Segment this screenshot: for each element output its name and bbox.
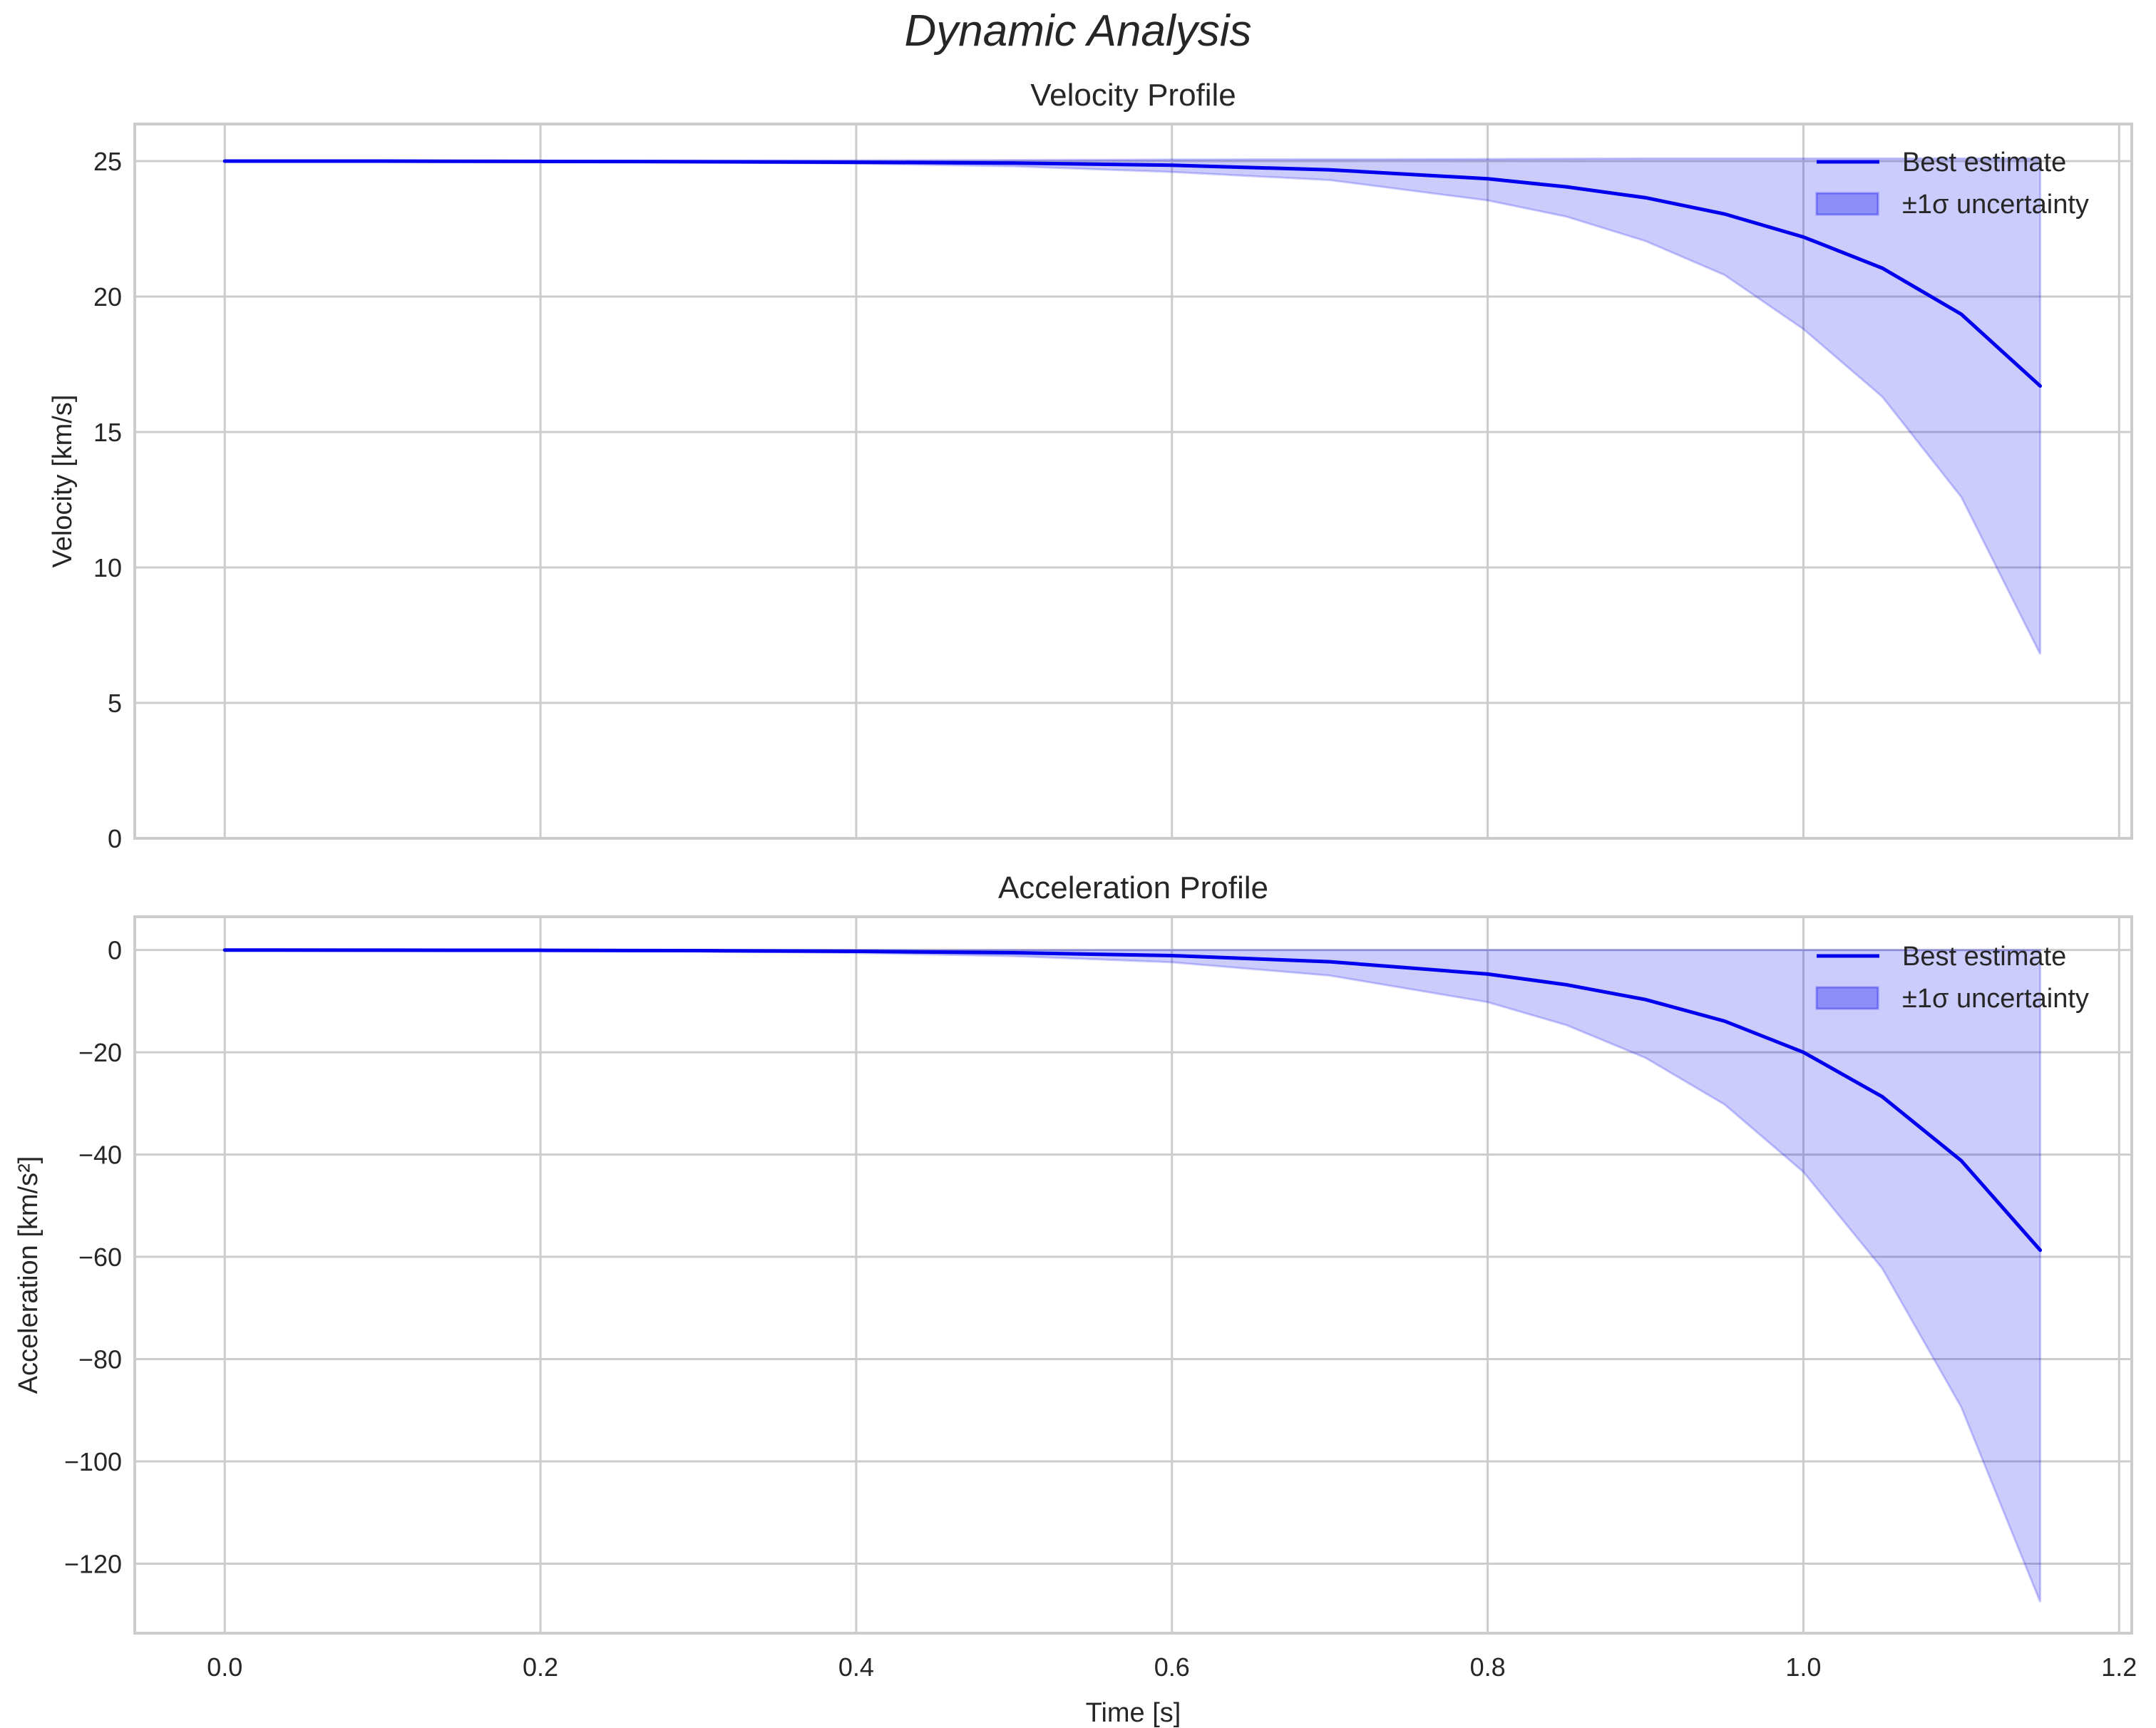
best-estimate-line bbox=[222, 948, 2043, 1253]
x-tick-label: 1.2 bbox=[2101, 1652, 2137, 1682]
y-tick-label: 0 bbox=[108, 936, 122, 965]
x-tick-label: 0.2 bbox=[523, 1652, 558, 1682]
y-tick-label: −60 bbox=[78, 1243, 122, 1272]
acceleration-title: Acceleration Profile bbox=[998, 870, 1268, 905]
y-tick-label: −80 bbox=[78, 1345, 122, 1374]
axes-frame bbox=[133, 123, 2133, 840]
best-estimate-line bbox=[222, 159, 2043, 388]
legend-label-best-estimate: Best estimate bbox=[1902, 148, 2066, 178]
y-tick-label: 5 bbox=[108, 689, 122, 718]
x-tick-label: 0.6 bbox=[1154, 1652, 1190, 1682]
legend-label-uncertainty: ±1σ uncertainty bbox=[1902, 984, 2089, 1014]
axes-frame bbox=[133, 915, 2133, 1635]
y-tick-label: 20 bbox=[93, 282, 122, 312]
acceleration-legend: Best estimate ±1σ uncertainty bbox=[1815, 942, 2089, 1014]
x-tick-label: 0.0 bbox=[207, 1652, 242, 1682]
acceleration-panel: Acceleration Profile 0 −20 −40 −60 −80 −100 −12… bbox=[14, 870, 2137, 1728]
legend-band-swatch bbox=[1815, 986, 1879, 1010]
y-tick-label: 10 bbox=[93, 553, 122, 582]
velocity-title: Velocity Profile bbox=[1030, 78, 1236, 113]
y-tick-label: 15 bbox=[93, 418, 122, 447]
uncertainty-band bbox=[223, 949, 2042, 1603]
y-tick-label: 25 bbox=[93, 147, 122, 176]
figure-title: Dynamic Analysis bbox=[904, 6, 1252, 56]
x-tick-label: 0.4 bbox=[838, 1652, 874, 1682]
velocity-panel: Velocity Profile 0 5 10 15 20 25 Velocity [km/s… bbox=[48, 78, 2133, 853]
uncertainty-band bbox=[223, 157, 2042, 655]
y-tick-label: 0 bbox=[108, 824, 122, 853]
y-tick-label: −40 bbox=[78, 1141, 122, 1170]
y-tick-label: −120 bbox=[64, 1549, 122, 1578]
velocity-legend: Best estimate ±1σ uncertainty bbox=[1815, 148, 2089, 220]
velocity-y-axis-label: Velocity [km/s] bbox=[48, 395, 78, 568]
y-tick-label: −100 bbox=[64, 1447, 122, 1476]
acceleration-y-axis-label: Acceleration [km/s²] bbox=[14, 1156, 43, 1394]
x-tick-label: 0.8 bbox=[1470, 1652, 1506, 1682]
x-tick-label: 1.0 bbox=[1785, 1652, 1821, 1682]
x-axis-label: Time [s] bbox=[1086, 1698, 1181, 1728]
legend-label-uncertainty: ±1σ uncertainty bbox=[1902, 190, 2089, 220]
y-tick-label: −20 bbox=[78, 1038, 122, 1067]
legend-label-best-estimate: Best estimate bbox=[1902, 942, 2066, 972]
legend-band-swatch bbox=[1815, 192, 1879, 216]
